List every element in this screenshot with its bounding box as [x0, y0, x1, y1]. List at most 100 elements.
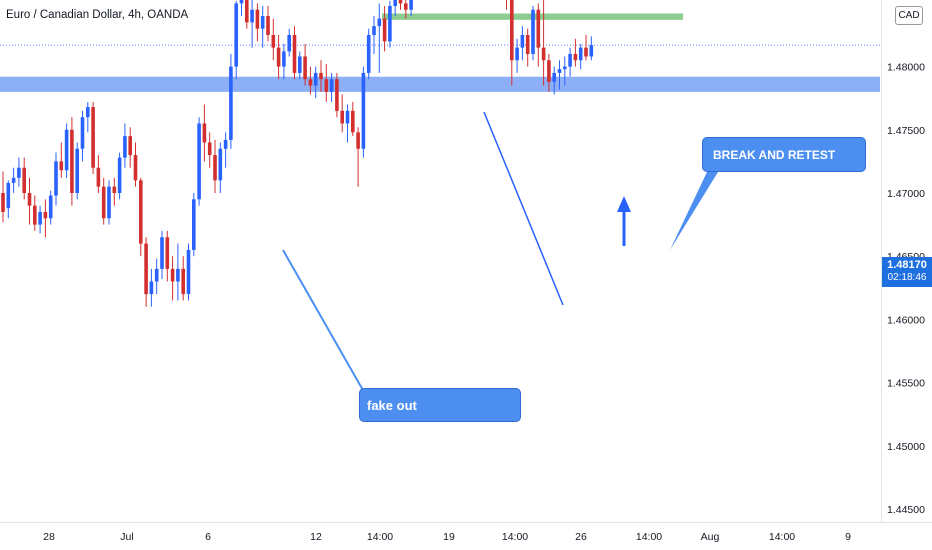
candle-body [117, 157, 122, 193]
candle-body [515, 47, 519, 61]
candle [335, 72, 339, 118]
candle-body [568, 53, 572, 67]
candle-body [59, 161, 64, 171]
time-tick-label: 28 [43, 531, 55, 543]
candle [64, 123, 69, 178]
candle [298, 51, 302, 80]
candle [345, 104, 350, 143]
candle-body [578, 47, 583, 61]
candle-body [192, 199, 196, 250]
candle [202, 104, 207, 162]
break-and-retest-callout[interactable]: BREAK AND RETEST [702, 137, 866, 172]
candle-body [393, 0, 397, 6]
time-tick-label: 6 [205, 531, 211, 543]
candle [398, 0, 403, 10]
candle-body [149, 281, 154, 295]
price-tick-label: 1.45000 [887, 441, 925, 453]
candle [181, 256, 185, 301]
support-zone[interactable] [0, 76, 880, 92]
candle [313, 66, 318, 99]
last-price-value: 1.48170 [887, 259, 927, 271]
candle-body [38, 211, 42, 225]
candle-body [64, 129, 69, 171]
candle [329, 72, 334, 102]
time-tick-label: 14:00 [502, 531, 528, 543]
candle [75, 142, 79, 200]
candle-body [128, 136, 132, 156]
candle [48, 190, 53, 225]
currency-badge[interactable]: CAD [895, 6, 923, 25]
candle-body [287, 35, 291, 52]
candle-body [33, 205, 37, 225]
candle [303, 43, 307, 86]
candle-body [377, 18, 382, 27]
candle [578, 43, 583, 70]
candle [255, 3, 260, 42]
candle-body [335, 79, 339, 111]
candle [351, 101, 355, 137]
candle-body [139, 180, 143, 244]
candle-body [547, 60, 551, 82]
candle [409, 0, 413, 17]
candle-body [229, 66, 233, 140]
candle [573, 38, 578, 67]
candle [192, 193, 196, 257]
candle [520, 26, 525, 61]
last-price-label: 1.48170 02:18:46 [882, 257, 932, 287]
candle [213, 139, 217, 193]
candle [70, 117, 74, 206]
candle [86, 101, 90, 133]
candle [197, 117, 201, 206]
candle-body [239, 0, 244, 4]
candle-body [536, 9, 541, 48]
time-tick-label: 12 [310, 531, 322, 543]
candle-body [255, 9, 260, 29]
candle [393, 0, 397, 17]
candle-body [303, 56, 307, 80]
candle-body [361, 72, 366, 149]
candle-body [86, 107, 90, 118]
candle-body [1, 193, 5, 212]
price-tick-label: 1.46000 [887, 314, 925, 326]
candle-body [245, 0, 249, 23]
time-tick-label: 9 [845, 531, 851, 543]
time-tick-label: 14:00 [367, 531, 393, 543]
candle-body [345, 110, 350, 124]
candle-body [271, 35, 276, 48]
candle [133, 142, 138, 187]
candle-body [308, 79, 313, 86]
candle [123, 123, 127, 168]
candle [589, 36, 594, 61]
candle [515, 38, 519, 73]
candle [404, 0, 408, 19]
candle [525, 28, 530, 67]
candle-body [520, 35, 525, 48]
fake-out-callout[interactable]: fake out [359, 388, 521, 422]
candle [144, 237, 148, 307]
price-tick-label: 1.44500 [887, 504, 925, 516]
candle [552, 66, 556, 95]
candle-body [11, 177, 16, 183]
candle-body [276, 47, 281, 67]
downtrend-line[interactable] [483, 111, 564, 306]
candle [361, 66, 366, 158]
candle [234, 0, 238, 80]
candle-body [234, 3, 238, 67]
candle [557, 60, 562, 90]
candle-body [186, 249, 191, 295]
bar-countdown: 02:18:46 [887, 272, 927, 283]
time-tick-label: 19 [443, 531, 455, 543]
candle-body [70, 129, 74, 193]
candle [170, 256, 175, 301]
candle-body [80, 117, 85, 149]
candle [276, 35, 281, 80]
candle-body [525, 35, 530, 54]
candle [229, 53, 233, 149]
candle [266, 5, 270, 42]
candle [340, 94, 344, 133]
candle-body [388, 5, 392, 42]
candle-body [589, 45, 594, 57]
candle [292, 26, 297, 80]
candle-body [107, 186, 111, 219]
